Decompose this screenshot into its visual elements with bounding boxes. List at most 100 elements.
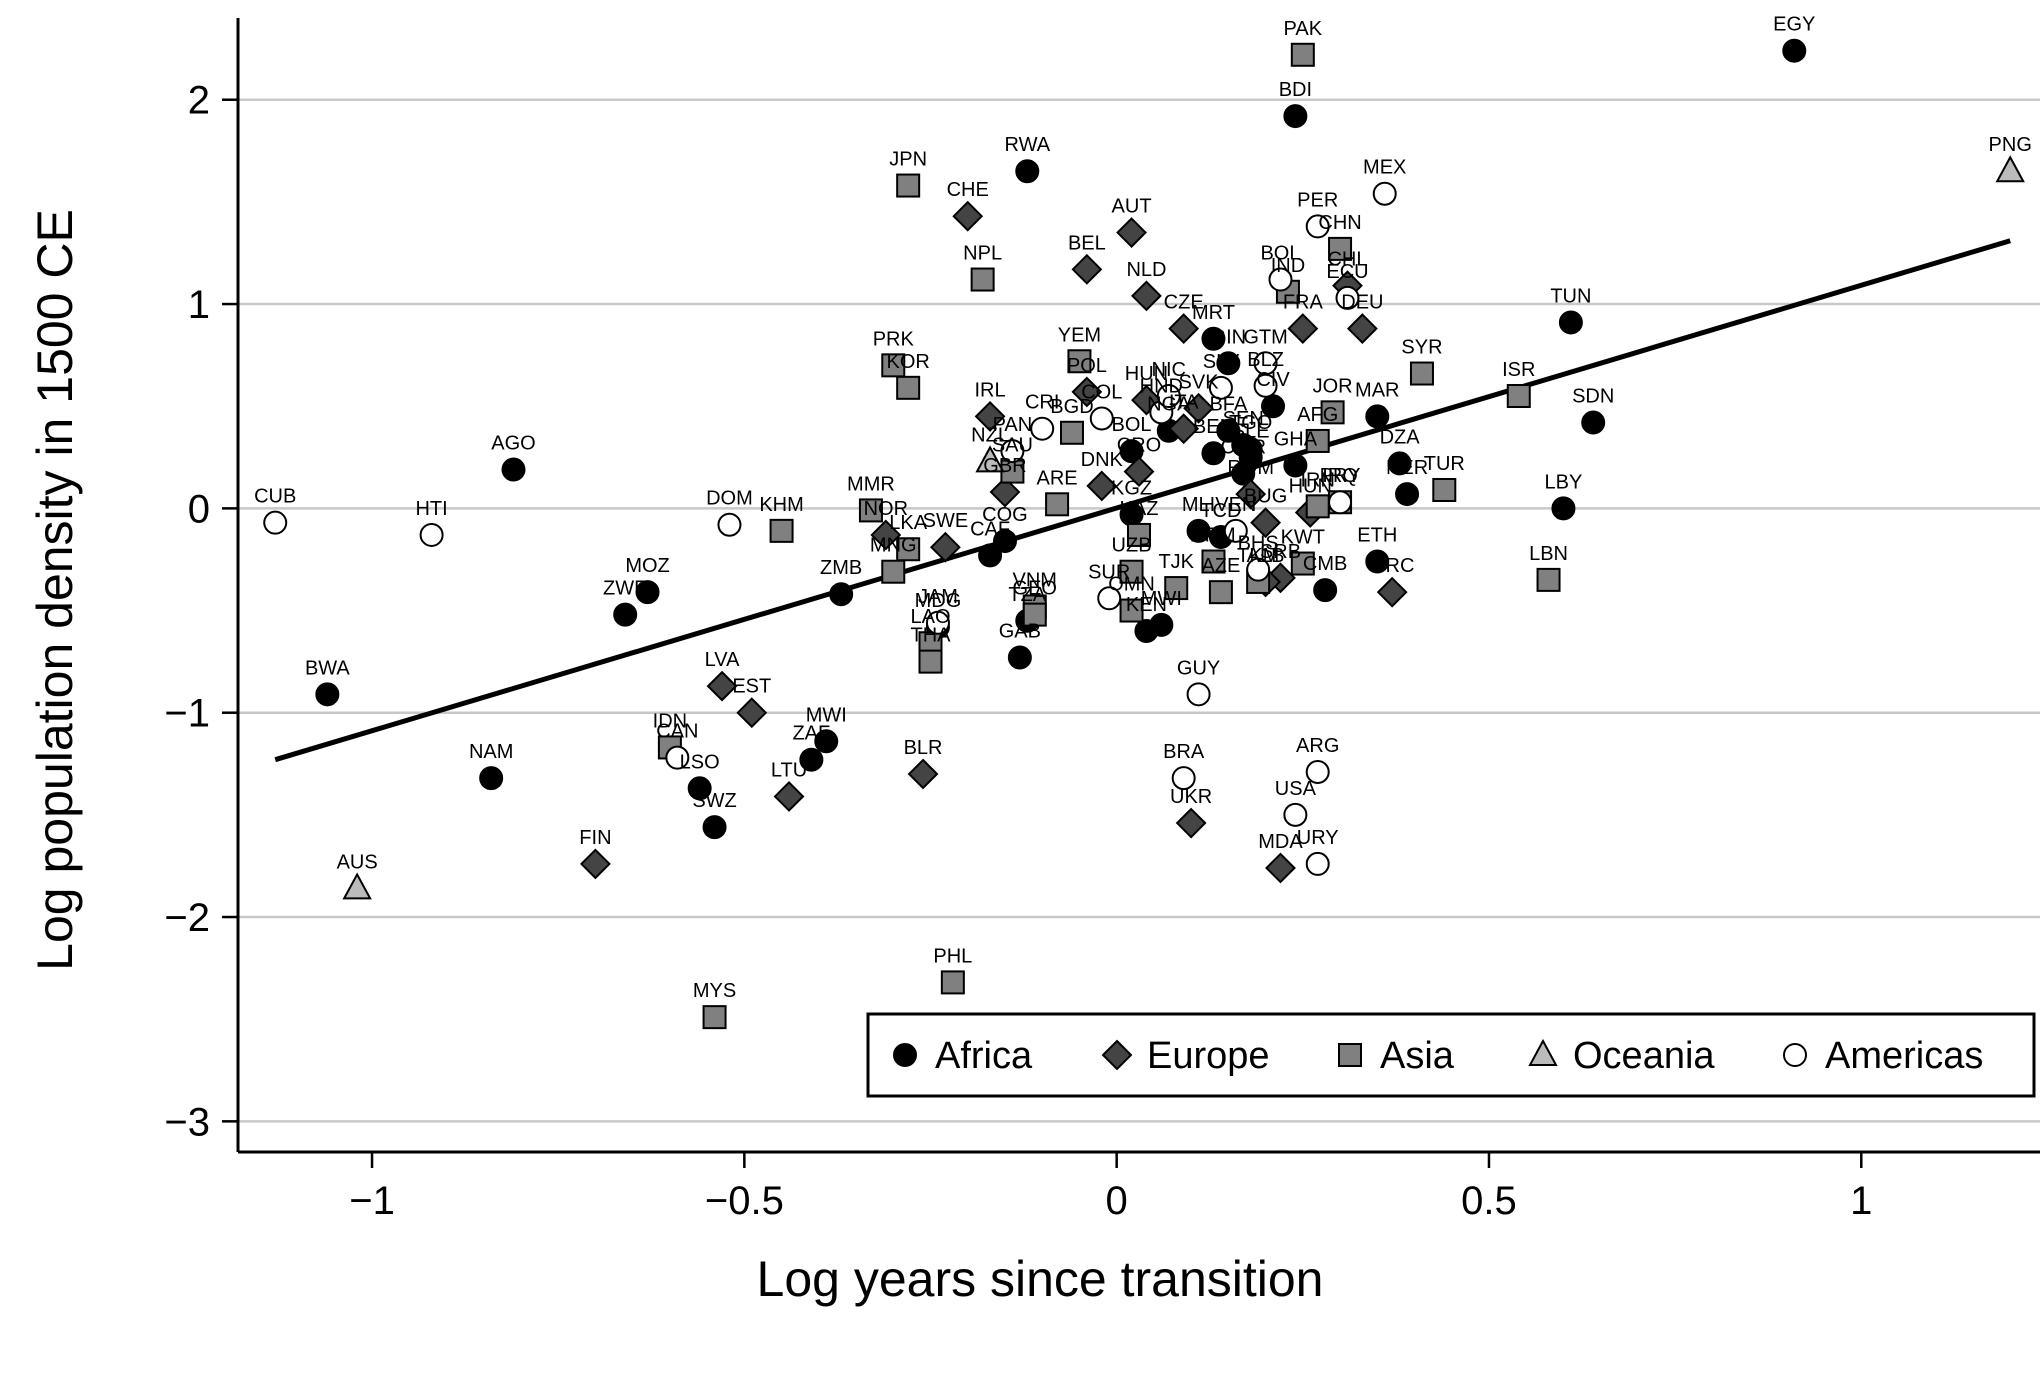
asia-point — [1201, 549, 1226, 574]
africa-point — [814, 729, 839, 754]
europe-point — [736, 697, 768, 729]
point-label: VNM — [1013, 569, 1057, 591]
americas-point — [1089, 406, 1114, 431]
point-label: KHM — [759, 494, 803, 516]
point-label: SDN — [1572, 386, 1614, 408]
asia-point — [1127, 522, 1151, 547]
asia-point — [702, 1005, 727, 1030]
point-label: BEL — [1068, 232, 1106, 254]
point-label: BRA — [1163, 741, 1205, 763]
africa-point — [1365, 404, 1390, 429]
point-label: FRA — [1283, 292, 1324, 314]
legend-marker — [893, 1043, 917, 1067]
point-label: LAO — [910, 606, 950, 628]
asia-point — [1305, 494, 1330, 519]
americas-point — [1283, 802, 1308, 827]
gridlines — [238, 98, 2040, 1123]
point-label: MNG — [870, 535, 917, 557]
legend-label: Oceania — [1573, 1035, 1715, 1077]
point-label: HUN — [1125, 363, 1168, 385]
point-label: GBR — [983, 455, 1026, 477]
asia-point — [1022, 602, 1047, 627]
americas-point — [1328, 490, 1353, 515]
point-label: BOL — [1260, 243, 1300, 265]
point-label: ITA — [1169, 392, 1199, 414]
asia-point — [896, 375, 921, 400]
legend-box — [866, 1012, 2036, 1098]
africa-point — [1558, 310, 1583, 335]
point-label: MDG — [915, 590, 962, 612]
africa-point — [501, 457, 526, 482]
point-label: KOR — [886, 351, 929, 373]
point-label: BHS — [1238, 533, 1279, 555]
point-label: VEN — [1215, 494, 1256, 516]
y-tick-label: −3 — [164, 1100, 210, 1144]
americas-point — [1208, 375, 1233, 400]
point-label: BLR — [904, 737, 943, 759]
point-label: SAU — [992, 435, 1033, 457]
point-label: DEU — [1341, 292, 1383, 314]
legend-marker — [1338, 1043, 1362, 1067]
asia-point — [1506, 384, 1531, 408]
point-label: PAK — [1284, 18, 1323, 40]
point-label: SWE — [923, 510, 969, 532]
point-label: CRI — [1025, 392, 1059, 414]
point-label: UZB — [1112, 535, 1152, 557]
legend-label: Europe — [1147, 1035, 1270, 1077]
asia-point — [1290, 551, 1315, 576]
y-tick-label: −2 — [164, 896, 210, 940]
point-label: NZL — [971, 424, 1009, 446]
point-label: MYS — [693, 980, 736, 1002]
point-label: BFA — [1209, 394, 1247, 416]
point-label: ROM — [1227, 457, 1274, 479]
point-label: PRY — [1320, 465, 1361, 487]
point-label: TUN — [1550, 285, 1591, 307]
point-label: NPL — [963, 243, 1002, 265]
point-label: SEN — [1223, 408, 1264, 430]
africa-point — [1007, 645, 1032, 670]
point-label: TJK — [1158, 551, 1194, 573]
point-label: LBN — [1529, 543, 1568, 565]
europe-point — [1123, 456, 1155, 488]
point-label: AUT — [1112, 196, 1152, 218]
point-label: BWA — [305, 657, 350, 679]
africa-point — [1283, 104, 1308, 129]
point-label: FIN — [579, 827, 611, 849]
asia-point — [1328, 236, 1353, 261]
point-label: PHL — [933, 945, 972, 967]
point-label: CHL — [1327, 249, 1367, 271]
point-label: CMR — [1220, 437, 1266, 459]
europe-point — [974, 401, 1006, 432]
point-label: COL — [1081, 381, 1122, 403]
point-label: CHN — [1318, 212, 1361, 234]
point-label: GAB — [999, 621, 1041, 643]
asia-point — [1067, 349, 1092, 374]
point-label: IDN — [653, 710, 687, 732]
europe-point — [989, 476, 1021, 508]
point-label: BEN — [1193, 416, 1234, 438]
x-axis-title: Log years since transition — [757, 1251, 1324, 1307]
point-label: GHA — [1274, 428, 1318, 450]
europe-point — [952, 200, 984, 232]
x-tick-label: 1 — [1850, 1179, 1872, 1223]
point-label: UKR — [1170, 786, 1212, 808]
africa-point — [315, 682, 340, 707]
point-label: THA — [911, 625, 952, 647]
asia-point — [1536, 567, 1561, 592]
point-label: HND — [1140, 375, 1183, 397]
point-label: MOZ — [625, 555, 669, 577]
africa-point — [829, 582, 854, 607]
point-label: RWA — [1005, 134, 1051, 156]
axes: −3 −2 −1 0 1 2 −1 −0.5 0 0.5 1 — [164, 18, 2040, 1223]
europe-point — [1175, 807, 1207, 839]
point-label: DZA — [1380, 426, 1421, 448]
point-label: DOM — [706, 488, 753, 510]
europe-point — [929, 531, 961, 563]
point-label: ECU — [1326, 261, 1368, 283]
asia-point — [896, 537, 921, 562]
point-label: KWT — [1281, 527, 1325, 549]
africa-point — [1015, 159, 1040, 184]
point-label: SVK — [1179, 371, 1220, 393]
point-label: ARE — [1037, 467, 1078, 489]
point-label: NIC — [1152, 359, 1186, 381]
